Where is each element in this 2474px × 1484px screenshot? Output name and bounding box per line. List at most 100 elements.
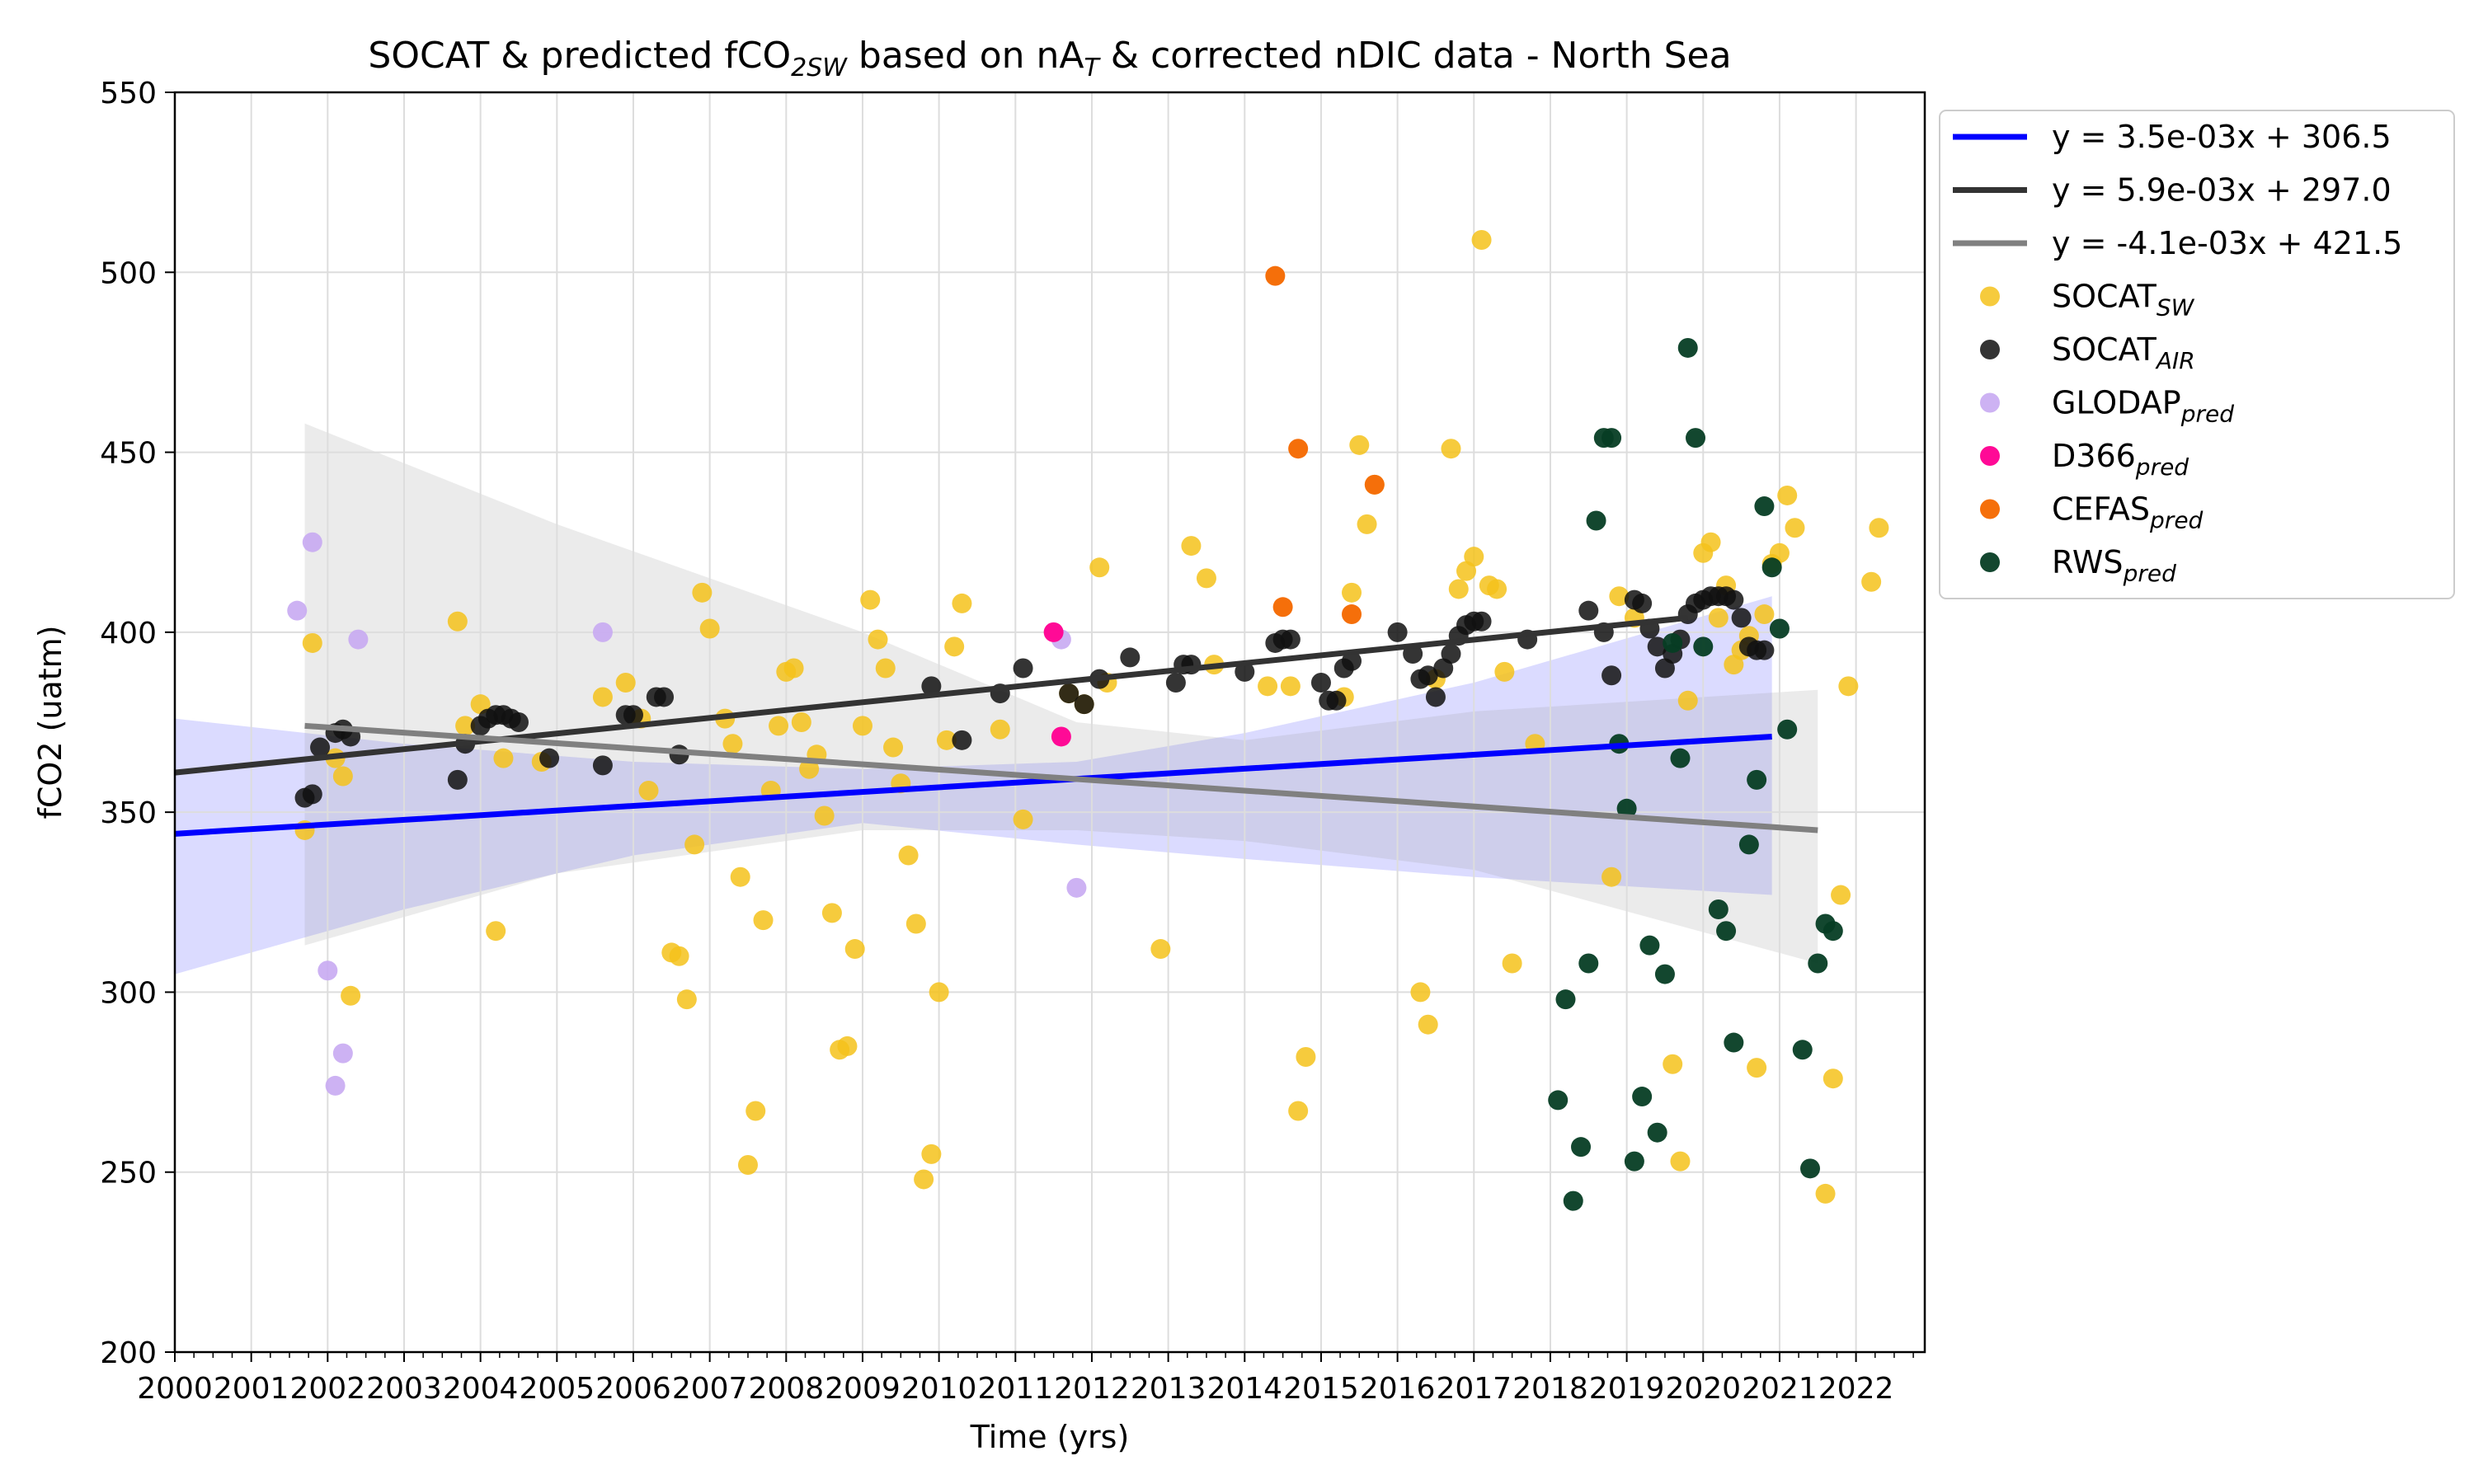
point-socat-sw	[868, 629, 888, 650]
legend-marker	[1980, 392, 2000, 413]
point-socat-air	[1471, 611, 1492, 632]
point-socat-air	[921, 676, 942, 697]
point-rws-pred	[1761, 557, 1782, 578]
x-tick-label: 2013	[1131, 1372, 1206, 1406]
point-socat-air	[1310, 672, 1331, 693]
point-socat-sw	[860, 589, 881, 610]
point-socat-sw	[669, 946, 689, 966]
point-rws-pred	[1800, 1158, 1821, 1179]
legend-marker	[1980, 499, 2000, 519]
point-socat-sw	[684, 834, 705, 855]
point-rws-pred	[1754, 496, 1775, 517]
point-socat-sw	[1441, 439, 1461, 459]
point-cefas-pred	[1288, 439, 1309, 459]
point-socat-sw	[905, 913, 926, 934]
point-socat-sw	[814, 805, 835, 826]
point-socat-sw	[1754, 604, 1775, 625]
point-socat-air	[1059, 683, 1079, 704]
point-rws-pred	[1686, 428, 1706, 448]
point-socat-sw	[990, 719, 1010, 740]
point-rws-pred	[1792, 1040, 1813, 1060]
point-glodap-pred	[1066, 877, 1087, 898]
point-socat-sw	[921, 1144, 942, 1164]
x-tick-label: 2004	[443, 1372, 519, 1406]
point-socat-sw	[638, 780, 659, 801]
point-rws-pred	[1808, 953, 1828, 974]
point-socat-air	[1724, 589, 1744, 610]
point-socat-sw	[883, 737, 904, 758]
legend-marker	[1980, 286, 2000, 307]
point-socat-air	[1441, 644, 1461, 665]
point-socat-sw	[486, 921, 506, 942]
x-tick-label: 2017	[1436, 1372, 1512, 1406]
point-socat-sw	[1869, 518, 1889, 538]
point-socat-sw	[791, 712, 811, 732]
point-rws-pred	[1578, 953, 1599, 974]
point-socat-sw	[730, 866, 750, 887]
point-socat-air	[1165, 672, 1186, 693]
point-socat-sw	[1609, 586, 1630, 607]
point-socat-sw	[1181, 536, 1202, 556]
point-socat-sw	[1089, 557, 1110, 578]
point-rws-pred	[1823, 921, 1843, 942]
point-cefas-pred	[1342, 604, 1362, 625]
point-socat-sw	[592, 687, 613, 707]
trend-lines	[174, 614, 1818, 837]
point-rws-pred	[1777, 719, 1798, 740]
point-socat-sw	[1861, 571, 1882, 592]
point-socat-sw	[769, 716, 789, 736]
x-tick-label: 2015	[1283, 1372, 1359, 1406]
point-socat-air	[1418, 665, 1438, 686]
point-socat-sw	[1777, 485, 1798, 505]
point-glodap-pred	[325, 1075, 346, 1096]
point-rws-pred	[1708, 899, 1729, 920]
point-glodap-pred	[592, 622, 613, 642]
point-socat-sw	[1357, 514, 1377, 534]
point-socat-sw	[699, 618, 720, 639]
point-socat-air	[623, 705, 643, 726]
point-socat-air	[952, 730, 972, 750]
trend-line-1	[174, 614, 1689, 776]
point-rws-pred	[1647, 1122, 1667, 1143]
point-socat-sw	[1342, 582, 1362, 603]
x-tick-label: 2006	[595, 1372, 671, 1406]
point-socat-sw	[1288, 1101, 1309, 1121]
point-socat-sw	[1196, 568, 1216, 589]
point-socat-sw	[737, 1154, 758, 1175]
point-socat-sw	[1013, 809, 1033, 829]
point-rws-pred	[1724, 1032, 1744, 1053]
legend-marker	[1980, 552, 2000, 572]
point-socat-air	[508, 712, 529, 732]
point-glodap-pred	[287, 600, 308, 621]
legend-label: D366pred	[2052, 438, 2189, 481]
point-rws-pred	[1663, 632, 1683, 653]
point-socat-sw	[1815, 1183, 1836, 1204]
point-socat-sw	[837, 1036, 858, 1056]
chart-title: SOCAT & predicted fCO2SW based on nAT & …	[368, 35, 1731, 82]
x-tick-label: 2010	[901, 1372, 977, 1406]
point-socat-air	[1754, 640, 1775, 660]
y-tick-label: 450	[100, 437, 157, 471]
point-socat-sw	[302, 632, 322, 653]
point-socat-air	[310, 737, 331, 758]
point-socat-sw	[1494, 661, 1515, 682]
x-tick-label: 2011	[977, 1372, 1053, 1406]
point-socat-sw	[1831, 885, 1851, 905]
point-socat-sw	[341, 985, 361, 1006]
point-socat-sw	[1410, 982, 1431, 1003]
point-rws-pred	[1738, 834, 1759, 855]
point-socat-sw	[332, 766, 353, 787]
point-rws-pred	[1716, 921, 1737, 942]
point-socat-sw	[692, 582, 713, 603]
point-socat-sw	[1670, 1151, 1691, 1172]
x-tick-label: 2001	[214, 1372, 289, 1406]
point-socat-sw	[936, 730, 957, 750]
point-socat-sw	[493, 748, 514, 768]
point-rws-pred	[1670, 748, 1691, 768]
x-tick-label: 2018	[1512, 1372, 1588, 1406]
point-socat-sw	[852, 716, 872, 736]
point-socat-air	[1326, 690, 1347, 711]
point-socat-sw	[615, 672, 636, 693]
point-socat-air	[1425, 687, 1446, 707]
